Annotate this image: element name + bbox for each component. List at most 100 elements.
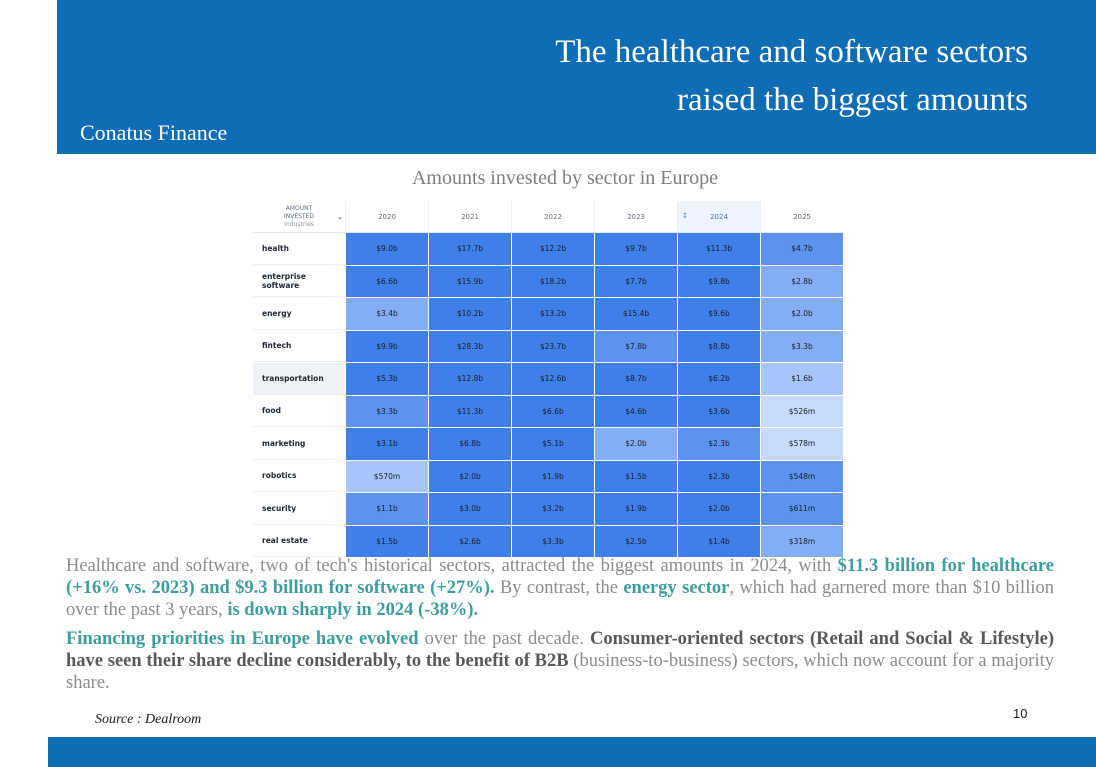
table-cell: $12.6b: [511, 363, 594, 395]
chevron-down-icon[interactable]: ⌄: [337, 213, 343, 221]
table-cell: $11.3b: [428, 395, 511, 427]
table-cell: $28.3b: [428, 330, 511, 362]
table-cell: $12.8b: [428, 363, 511, 395]
table-cell: $15.4b: [594, 298, 677, 330]
table-cell: $6.6b: [345, 265, 428, 297]
table-cell: $570m: [345, 460, 428, 492]
table-cell: $2.5b: [594, 525, 677, 557]
table-cell: $6.2b: [677, 363, 760, 395]
year-header-2025[interactable]: 2025: [760, 201, 843, 232]
table-cell: $1.1b: [345, 493, 428, 525]
header-sub: Industries: [284, 220, 314, 228]
paragraph-2: Financing priorities in Europe have evol…: [66, 628, 1054, 694]
table-cell: $5.1b: [511, 428, 594, 460]
table-cell: $3.3b: [760, 330, 843, 362]
row-label[interactable]: fintech: [253, 331, 345, 362]
table-cell: $9.0b: [345, 233, 428, 265]
table-cell: $1.9b: [594, 493, 677, 525]
table-cell: $9.7b: [594, 233, 677, 265]
table-row-transportation: transportation $5.3b $12.8b $12.6b $8.7b…: [253, 363, 843, 396]
brand-name: Conatus Finance: [80, 120, 228, 145]
p1-highlight-f: is down sharply in 2024 (-38%).: [227, 600, 479, 620]
table-cell: $18.2b: [511, 265, 594, 297]
table-cell: $1.6b: [760, 363, 843, 395]
table-cell: $6.8b: [428, 428, 511, 460]
page-number: 10: [1013, 706, 1028, 721]
table-cell: $3.2b: [511, 493, 594, 525]
table-cell: $15.9b: [428, 265, 511, 297]
table-cell: $1.5b: [594, 460, 677, 492]
p1-text-e: , which had garnered more than $10 billi…: [66, 578, 1054, 620]
row-label[interactable]: enterprise software: [253, 266, 345, 297]
table-cell: $2.6b: [428, 525, 511, 557]
row-label[interactable]: robotics: [253, 461, 345, 492]
p2-text-d: (business-to-business) sectors, which no…: [66, 651, 1054, 693]
row-label[interactable]: health: [253, 233, 345, 265]
table-cell: $10.2b: [428, 298, 511, 330]
year-2024-label: 2024: [710, 212, 728, 221]
table-cell: $2.8b: [760, 265, 843, 297]
table-cell: $3.3b: [345, 395, 428, 427]
paragraph-1: Healthcare and software, two of tech's h…: [66, 555, 1054, 621]
table-cell: $526m: [760, 395, 843, 427]
p2-bold-c: Consumer-oriented sectors (Retail and So…: [66, 629, 1054, 671]
table-title: Amounts invested by sector in Europe: [411, 167, 719, 189]
table-cell: $1.5b: [345, 525, 428, 557]
table-row-real-estate: real estate $1.5b $2.6b $3.3b $2.5b $1.4…: [253, 525, 843, 558]
table-cell: $2.3b: [677, 460, 760, 492]
table-cell: $9.6b: [677, 298, 760, 330]
table-cell: $3.6b: [677, 395, 760, 427]
table-cell: $2.0b: [594, 428, 677, 460]
year-header-2023[interactable]: 2023: [594, 201, 677, 232]
row-label[interactable]: security: [253, 493, 345, 525]
table-cell: $3.1b: [345, 428, 428, 460]
year-header-2020[interactable]: 2020: [345, 201, 428, 232]
table-cell: $17.7b: [428, 233, 511, 265]
year-header-2022[interactable]: 2022: [511, 201, 594, 232]
table-row-energy: energy $3.4b $10.2b $13.2b $15.4b $9.6b …: [253, 298, 843, 331]
body-text: Healthcare and software, two of tech's h…: [66, 555, 1054, 701]
table-cell: $2.0b: [677, 493, 760, 525]
table-cell: $611m: [760, 493, 843, 525]
row-label[interactable]: transportation: [253, 363, 345, 395]
table-cell: $7.8b: [594, 330, 677, 362]
table-cell: $2.0b: [760, 298, 843, 330]
table-cell: $8.7b: [594, 363, 677, 395]
footer-band: [48, 737, 1096, 767]
p1-text-c: By contrast, the: [494, 578, 624, 598]
table-cell: $6.6b: [511, 395, 594, 427]
row-label[interactable]: real estate: [253, 526, 345, 557]
table-row-fintech: fintech $9.9b $28.3b $23.7b $7.8b $8.8b …: [253, 330, 843, 363]
title-line-2: raised the biggest amounts: [676, 82, 1028, 118]
table-cell: $7.7b: [594, 265, 677, 297]
table-cell: $13.2b: [511, 298, 594, 330]
sort-icon[interactable]: ↧: [682, 212, 688, 220]
year-header-2024[interactable]: ↧ 2024: [677, 201, 760, 232]
header-band: [57, 0, 1096, 154]
table-row-security: security $1.1b $3.0b $3.2b $1.9b $2.0b $…: [253, 493, 843, 526]
table-cell: $5.3b: [345, 363, 428, 395]
table-cell: $2.3b: [677, 428, 760, 460]
slide-title: The healthcare and software sectors rais…: [228, 28, 1028, 124]
table-row-marketing: marketing $3.1b $6.8b $5.1b $2.0b $2.3b …: [253, 428, 843, 461]
table-cell: $9.8b: [677, 265, 760, 297]
amount-invested-header[interactable]: AMOUNT INVESTED Industries ⌄: [253, 201, 345, 232]
table-row-health: health $9.0b $17.7b $12.2b $9.7b $11.3b …: [253, 233, 843, 266]
table-header-row: AMOUNT INVESTED Industries ⌄ 2020 2021 2…: [253, 201, 843, 233]
table-cell: $4.6b: [594, 395, 677, 427]
table-cell: $3.4b: [345, 298, 428, 330]
table-cell: $8.8b: [677, 330, 760, 362]
row-label[interactable]: marketing: [253, 428, 345, 460]
table-cell: $1.4b: [677, 525, 760, 557]
table-row-enterprise-software: enterprise software $6.6b $15.9b $18.2b …: [253, 265, 843, 298]
table-cell: $12.2b: [511, 233, 594, 265]
table-cell: $4.7b: [760, 233, 843, 265]
year-header-2021[interactable]: 2021: [428, 201, 511, 232]
table-cell: $548m: [760, 460, 843, 492]
row-label[interactable]: energy: [253, 298, 345, 330]
header-line-1: AMOUNT: [285, 204, 313, 212]
table-cell: $578m: [760, 428, 843, 460]
p1-highlight-b: $11.3 billion for healthcare (+16% vs. 2…: [66, 556, 1054, 598]
p2-text-b: over the past decade.: [418, 629, 590, 649]
row-label[interactable]: food: [253, 396, 345, 427]
